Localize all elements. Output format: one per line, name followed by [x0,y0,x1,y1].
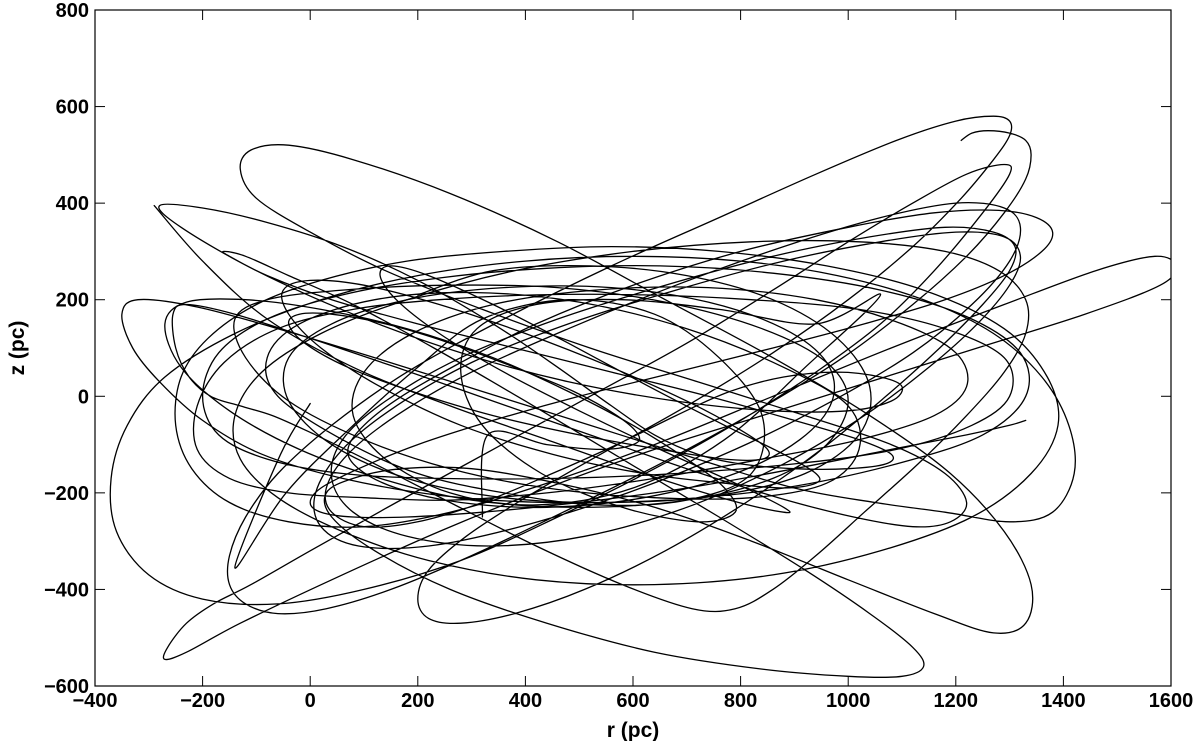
x-tick-label: −200 [180,690,225,712]
x-tick-label: 1000 [826,690,871,712]
x-tick-label: 1200 [934,690,979,712]
y-axis-label: z (pc) [6,321,29,376]
x-tick-label: 1400 [1041,690,1086,712]
y-tick-label: −400 [44,579,89,601]
orbit-trajectory-2 [282,209,1054,519]
x-tick-label: 800 [724,690,757,712]
x-tick-label: 600 [616,690,649,712]
x-tick-label: 0 [305,690,316,712]
x-axis-ticks: −400 −200 0 200 400 600 800 1000 1200 1400 1600 [72,10,1193,712]
x-tick-label: 400 [509,690,542,712]
y-tick-label: 600 [56,97,89,119]
x-tick-label: −400 [72,690,117,712]
orbit-trajectories [109,115,1171,679]
y-tick-label: 200 [56,290,89,312]
orbit-trajectory-1 [109,115,1171,679]
y-tick-label: 800 [56,0,89,22]
y-tick-label: 0 [78,386,89,408]
y-tick-label: 400 [56,193,89,215]
y-tick-label: −200 [44,483,89,505]
y-axis-ticks: −600 −400 −200 0 200 400 600 800 [44,0,1171,698]
orbit-trajectory-3 [153,204,821,518]
x-axis-label: r (pc) [607,719,660,741]
x-tick-label: 200 [401,690,434,712]
y-tick-label: −600 [44,676,89,698]
x-tick-label: 1600 [1149,690,1194,712]
